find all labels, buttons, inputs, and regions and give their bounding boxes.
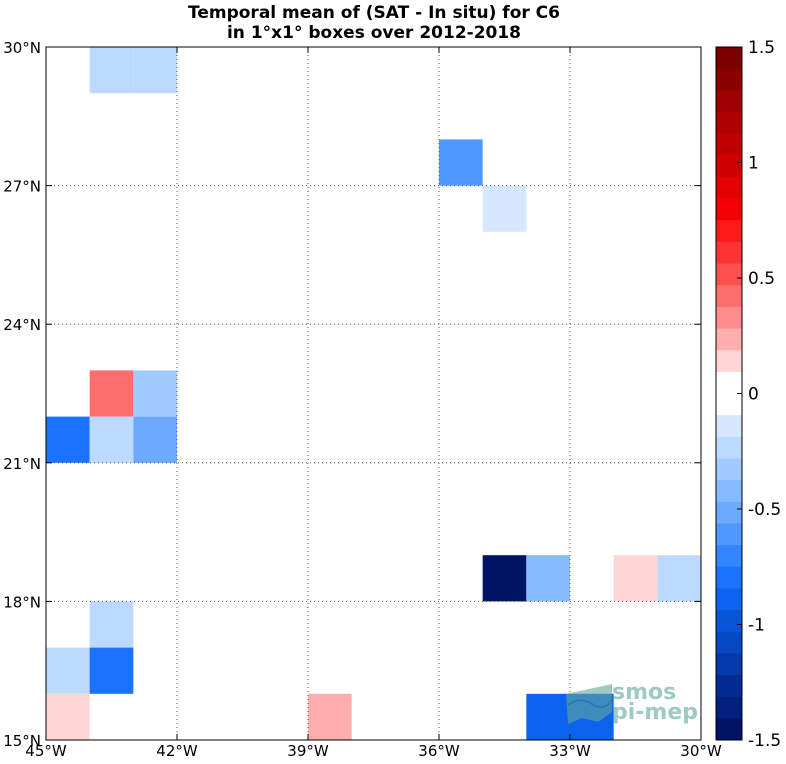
- y-tick-label: 27°N: [3, 178, 41, 196]
- colorbar-tick-label: 1.5: [748, 38, 775, 58]
- colorbar-tick-label: -1.5: [748, 731, 781, 751]
- x-tick-label: 39°W: [287, 742, 329, 760]
- colorbar-segment: [716, 523, 742, 546]
- colorbar-segment: [716, 696, 742, 719]
- y-tick-label: 15°N: [3, 732, 41, 750]
- colorbar-segment: [716, 155, 742, 178]
- cells-layer: [46, 47, 701, 740]
- heatmap-cell: [46, 647, 90, 694]
- colorbar-segment: [716, 350, 742, 373]
- colorbar-tick-label: 0.5: [748, 269, 775, 289]
- y-tick-label: 24°N: [3, 316, 41, 334]
- heatmap-cell: [308, 693, 352, 740]
- colorbar-segment: [716, 566, 742, 589]
- heatmap-cell: [133, 47, 177, 94]
- colorbar-segment: [716, 68, 742, 91]
- colorbar-segment: [716, 653, 742, 676]
- heatmap-cell: [89, 370, 134, 417]
- colorbar-segment: [716, 436, 742, 459]
- colorbar-segment: [716, 285, 742, 308]
- colorbar-segment: [716, 111, 742, 135]
- title-line-1: Temporal mean of (SAT - In situ) for C6: [188, 3, 560, 23]
- colorbar-segment: [716, 328, 742, 351]
- colorbar-segment: [716, 501, 742, 524]
- colorbar-segment: [716, 480, 742, 503]
- heatmap-cell: [482, 185, 527, 232]
- colorbar-segment: [716, 610, 742, 633]
- heatmap-cell: [657, 555, 701, 602]
- heatmap-cell: [526, 555, 570, 602]
- heatmap-cell: [526, 693, 570, 740]
- smos-pimep-watermark: smos pi-mep: [566, 680, 698, 725]
- heatmap-cell: [46, 693, 90, 740]
- colorbar: 1.5 1 0.5 0 -0.5 -1 -1.5: [715, 38, 781, 751]
- colorbar-segment: [716, 458, 742, 481]
- watermark-logo-wave: [567, 699, 613, 709]
- colorbar-segment: [716, 631, 742, 654]
- heatmap-cell: [89, 416, 134, 463]
- heatmap-cell: [89, 647, 134, 694]
- x-tick-label: 36°W: [418, 742, 460, 760]
- heatmap-cell: [482, 555, 527, 602]
- heatmap-cell: [133, 370, 177, 417]
- title-line-2: in 1°x1° boxes over 2012-2018: [227, 23, 521, 43]
- colorbar-segment: [716, 133, 742, 156]
- colorbar-tick-label: 1: [748, 154, 759, 174]
- colorbar-segment: [716, 718, 742, 741]
- heatmap-cell: [46, 416, 90, 463]
- colorbar-tick-label: -1: [748, 616, 765, 636]
- map-frame: [45, 46, 702, 741]
- watermark-logo-shape: [566, 684, 612, 724]
- colorbar-segment: [716, 675, 742, 698]
- x-tick-label: 45°W: [25, 742, 67, 760]
- heatmap-cell: [133, 416, 177, 463]
- x-tick-label: 30°W: [680, 742, 722, 760]
- watermark-line-2: pi-mep: [612, 700, 698, 725]
- heatmap-cell: [89, 47, 134, 94]
- colorbar-segment: [716, 47, 742, 70]
- colorbar-tick-label: -0.5: [748, 500, 781, 520]
- heatmap-cell: [439, 139, 483, 186]
- watermark-line-1: smos: [612, 680, 676, 705]
- colorbar-tick-label: 0: [748, 385, 759, 405]
- chart-title: Temporal mean of (SAT - In situ) for C6 …: [188, 3, 560, 43]
- colorbar-segment: [716, 306, 742, 330]
- y-tick-label: 30°N: [3, 39, 41, 57]
- colorbar-segment: [716, 588, 742, 611]
- colorbar-segment: [716, 263, 742, 286]
- colorbar-segment: [716, 241, 742, 265]
- colorbar-segment: [716, 220, 742, 243]
- x-tick-label: 42°W: [156, 742, 198, 760]
- heatmap-cell: [89, 601, 134, 648]
- colorbar-segment: [716, 176, 742, 200]
- y-tick-label: 18°N: [3, 593, 41, 611]
- colorbar-segment: [716, 371, 742, 394]
- y-tick-label: 21°N: [3, 455, 41, 473]
- heatmap-cell: [613, 555, 658, 602]
- colorbar-segment: [716, 415, 742, 438]
- colorbar-segment: [716, 393, 742, 416]
- x-tick-label: 33°W: [549, 742, 591, 760]
- y-axis: 15°N 18°N 21°N 24°N 27°N 30°N: [3, 39, 701, 750]
- x-axis: 45°W 42°W 39°W 36°W 33°W 30°W: [25, 47, 722, 760]
- colorbar-segment: [716, 90, 742, 113]
- colorbar-segment: [716, 545, 742, 568]
- colorbar-segment: [716, 198, 742, 221]
